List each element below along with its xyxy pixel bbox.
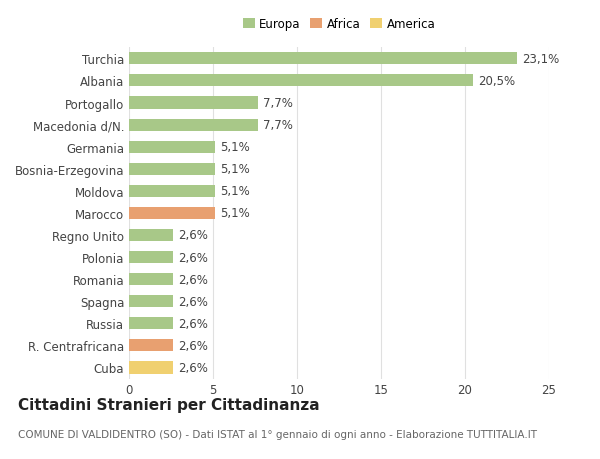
Bar (129, 163, 215, 175)
Text: 2,6%: 2,6% (178, 361, 208, 374)
Bar (129, 252, 173, 263)
Bar (129, 362, 173, 374)
Text: 2,6%: 2,6% (178, 295, 208, 308)
Text: 5,1%: 5,1% (220, 207, 250, 220)
Text: 7,7%: 7,7% (263, 97, 293, 110)
Bar (129, 340, 173, 352)
Bar (129, 185, 215, 197)
Legend: Europa, Africa, America: Europa, Africa, America (238, 13, 440, 36)
Bar (129, 75, 473, 87)
Bar (129, 97, 259, 109)
Text: 5,1%: 5,1% (220, 141, 250, 154)
Text: 2,6%: 2,6% (178, 229, 208, 242)
Text: 2,6%: 2,6% (178, 317, 208, 330)
Text: 5,1%: 5,1% (220, 185, 250, 198)
Text: COMUNE DI VALDIDENTRO (SO) - Dati ISTAT al 1° gennaio di ogni anno - Elaborazion: COMUNE DI VALDIDENTRO (SO) - Dati ISTAT … (18, 429, 537, 439)
Bar (129, 141, 215, 153)
Bar (129, 274, 173, 285)
Text: 2,6%: 2,6% (178, 273, 208, 286)
Bar (129, 119, 259, 131)
Text: 5,1%: 5,1% (220, 163, 250, 176)
Bar (129, 318, 173, 330)
Bar (129, 230, 173, 241)
Text: Cittadini Stranieri per Cittadinanza: Cittadini Stranieri per Cittadinanza (18, 397, 320, 412)
Bar (129, 53, 517, 65)
Text: 23,1%: 23,1% (522, 53, 559, 66)
Text: 7,7%: 7,7% (263, 119, 293, 132)
Bar (129, 296, 173, 308)
Text: 20,5%: 20,5% (478, 75, 515, 88)
Text: 2,6%: 2,6% (178, 339, 208, 352)
Bar (129, 207, 215, 219)
Text: 2,6%: 2,6% (178, 251, 208, 264)
